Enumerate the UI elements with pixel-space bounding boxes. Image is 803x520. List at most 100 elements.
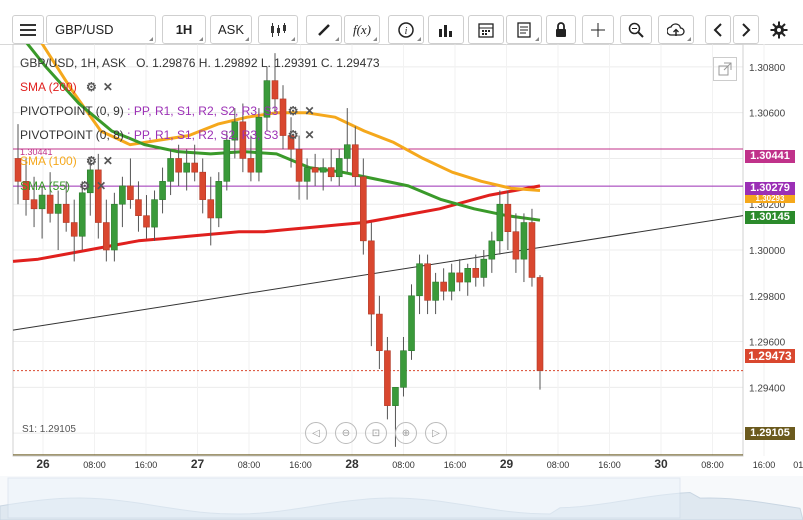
sma100-line [40,44,541,192]
price-type-select[interactable]: ASK [210,15,252,44]
candle-body [512,231,520,260]
pp-left-label: 1.30441 [20,147,53,157]
candle-body [536,277,544,371]
close-icon[interactable]: ✕ [102,154,113,168]
upload-icon [667,22,685,36]
candle-body [86,169,94,194]
legend-sma100[interactable]: SMA (100) ⚙ ✕ [20,154,113,168]
candle-body [199,171,207,200]
candle-body [488,240,496,260]
legend-sma100-label: SMA (100) [20,154,77,168]
candle-body [504,203,512,232]
candle-body [207,199,215,219]
calendar-icon [478,22,494,38]
zoom-in-icon[interactable]: ⊕ [395,422,417,444]
scroll-left-button[interactable] [705,15,731,44]
legend-pivot-9-label: PIVOTPOINT (0, 9) [20,104,124,118]
fx-icon: f(x) [352,21,372,37]
upload-button[interactable] [658,15,694,44]
close-icon[interactable]: ✕ [102,80,113,94]
x-tick-label: 08:00 [392,460,415,470]
zoom-out-icon[interactable]: ⊖ [335,422,357,444]
candle-body [424,263,431,301]
gear-icon[interactable]: ⚙ [79,179,91,193]
candle-body [215,181,223,219]
chart-area[interactable]: 1.308001.306001.304001.302001.300001.298… [0,44,803,520]
price-chart[interactable]: 1.308001.306001.304001.302001.300001.298… [0,44,803,520]
info-icon: i [398,21,414,38]
legend-pivot-9[interactable]: PIVOTPOINT (0, 9) : PP, R1, S1, R2, S2, … [20,104,315,118]
prev-icon[interactable]: ◁ [305,422,327,444]
indicators-button[interactable]: f(x) [344,15,380,44]
reset-icon[interactable]: ⊡ [365,422,387,444]
lock-button[interactable] [546,15,576,44]
x-tick-label: 16:00 [444,460,467,470]
navigator-strip[interactable] [0,476,803,520]
trendline[interactable] [12,215,744,331]
legend-sma55-label: SMA (55) [20,179,71,193]
y-tick-label: 1.30200 [749,200,786,211]
x-tick-label: 16:00 [598,460,621,470]
candle-body [303,167,311,182]
candle-body [360,176,367,242]
sma200-line [12,184,541,263]
settings-button[interactable] [765,15,793,44]
svg-text:i: i [405,26,408,37]
candle-body [295,148,303,182]
legend-sma200[interactable]: SMA (200) ⚙ ✕ [20,80,113,94]
timeframe-select[interactable]: 1H [162,15,206,44]
x-tick-label: 29 [500,457,514,471]
candle-body [448,272,455,292]
x-tick-label: 16:00 [135,460,158,470]
candle-body [263,80,271,118]
next-icon[interactable]: ▷ [425,422,447,444]
candle-body [38,194,46,210]
candle-body [376,313,383,352]
y-tick-label: 1.30600 [749,109,786,120]
candles [14,53,544,447]
candle-body [472,268,480,278]
close-icon[interactable]: ✕ [304,128,315,142]
volume-button[interactable] [428,15,464,44]
gear-icon[interactable]: ⚙ [287,128,299,142]
zoom-icon [628,22,644,38]
candle-body [271,80,279,100]
price-label-r1: 1.30279 [745,182,795,195]
x-tick-label: 08:00 [83,460,106,470]
expand-button[interactable] [713,57,737,81]
close-icon[interactable]: ✕ [96,179,107,193]
draw-button[interactable] [306,15,342,44]
legend-sma55[interactable]: SMA (55) ⚙ ✕ [20,179,106,193]
candle-body [191,162,198,173]
legend-pivot-8[interactable]: PIVOTPOINT (0, 8) : PP, R1, S1, R2, S2, … [20,128,315,142]
candle-body [456,272,463,283]
template-button[interactable] [506,15,542,44]
timeframe-label: 1H [175,22,193,37]
symbol-select[interactable]: GBP/USD [46,15,156,44]
calendar-button[interactable] [468,15,504,44]
scroll-right-button[interactable] [733,15,759,44]
crosshair-icon [591,22,605,37]
close-icon[interactable]: ✕ [304,104,315,118]
candle-body [408,295,415,352]
candle-body [175,158,182,173]
candle-body [496,203,504,242]
candle-body [368,240,375,315]
chart-type-button[interactable] [258,15,298,44]
candle-body [127,185,134,200]
zoom-button[interactable] [620,15,652,44]
info-button[interactable]: i [388,15,424,44]
chart-header: GBP/USD, 1H, ASK O. 1.29876 H. 1.29892 L… [20,56,380,70]
gear-icon[interactable]: ⚙ [287,104,299,118]
crosshair-button[interactable] [582,15,614,44]
y-tick-label: 1.30000 [749,246,786,257]
candle-body [30,199,38,210]
sma55-line [25,44,541,222]
ohlc-values: O. 1.29876 H. 1.29892 L. 1.29391 C. 1.29… [136,56,380,70]
candle-body [464,268,472,283]
gear-icon[interactable]: ⚙ [86,80,97,94]
candle-body [528,222,536,278]
price-label-s1: 1.29105 [745,427,795,440]
menu-button[interactable] [12,15,44,44]
gear-icon[interactable]: ⚙ [86,154,97,168]
